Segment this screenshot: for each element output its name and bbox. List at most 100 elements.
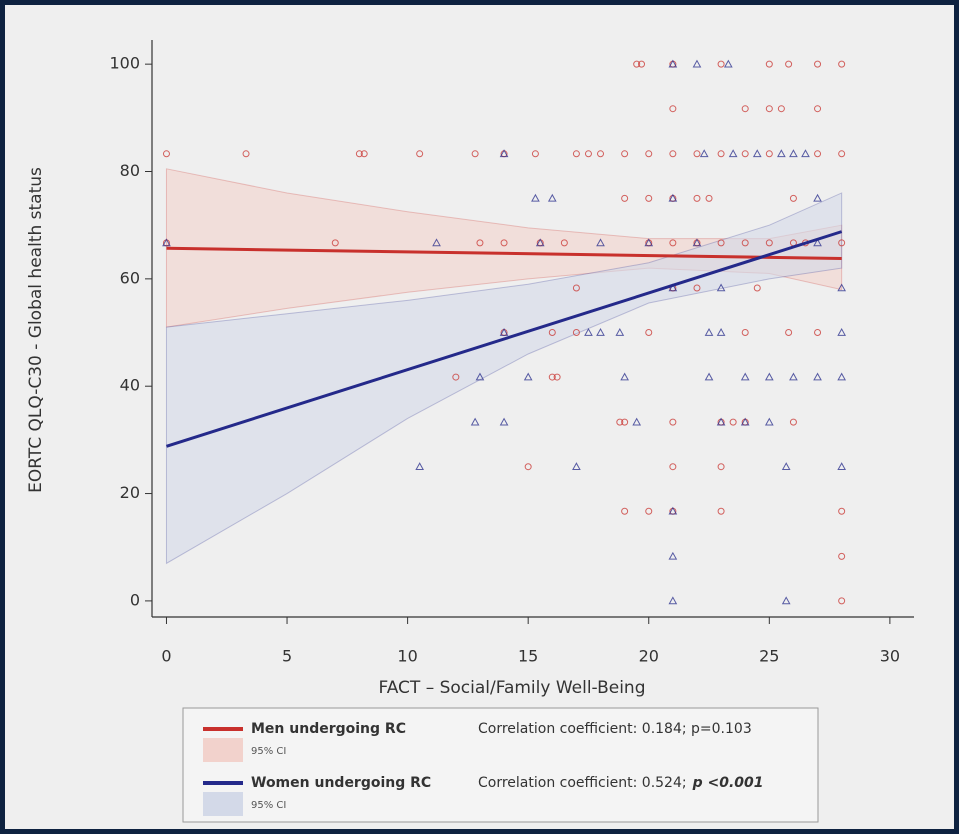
point: [668, 506, 678, 515]
point: [669, 150, 677, 158]
fit-line: [166, 230, 843, 448]
point: [814, 105, 822, 113]
point: [452, 373, 460, 381]
point: [620, 372, 629, 381]
point: [669, 418, 677, 426]
plot-area: [162, 59, 847, 605]
legend-band: [203, 792, 243, 816]
point: [716, 283, 726, 292]
x-tick-label: 25: [759, 647, 779, 666]
point: [717, 150, 725, 158]
point: [837, 372, 847, 381]
point: [471, 150, 479, 158]
point: [470, 417, 480, 426]
point: [717, 239, 725, 247]
point: [740, 417, 750, 426]
point: [621, 194, 629, 202]
point: [668, 596, 678, 605]
y-tick-label: 100: [109, 54, 140, 73]
point: [572, 329, 580, 337]
legend-ci-label: 95% CI: [251, 800, 286, 811]
point: [789, 194, 797, 202]
point: [716, 417, 726, 426]
point: [572, 150, 580, 158]
x-tick-label: 5: [282, 647, 292, 666]
point: [789, 418, 797, 426]
point: [548, 373, 556, 381]
point: [584, 150, 592, 158]
point: [765, 239, 773, 247]
point: [741, 105, 749, 113]
point: [837, 327, 847, 336]
point: [741, 329, 749, 337]
point: [777, 149, 786, 158]
point: [615, 327, 625, 336]
point: [781, 596, 791, 605]
point: [621, 150, 629, 158]
point: [716, 327, 726, 336]
fit-line: [166, 246, 842, 260]
y-tick-label: 20: [120, 483, 140, 502]
point: [723, 59, 733, 68]
point: [741, 150, 749, 158]
point: [499, 149, 509, 158]
point: [632, 417, 642, 426]
point: [693, 284, 701, 292]
legend-stat: Correlation coefficient: 0.184; p=0.103: [478, 721, 752, 737]
point: [668, 193, 678, 202]
point: [645, 507, 653, 515]
y-axis-title: EORTC QLQ-C30 - Global health status: [26, 167, 46, 493]
point: [838, 60, 846, 68]
x-tick-label: 0: [161, 647, 171, 666]
legend-box: [182, 707, 819, 823]
point: [633, 60, 641, 68]
point: [752, 149, 762, 158]
point: [789, 372, 798, 381]
point: [500, 239, 508, 247]
x-tick-label: 10: [397, 647, 417, 666]
point: [638, 60, 646, 68]
point: [704, 372, 714, 381]
point: [553, 373, 561, 381]
y-tick-label: 80: [120, 161, 140, 180]
ci-band: [165, 168, 843, 328]
point: [837, 283, 847, 292]
point: [331, 239, 339, 247]
legend-band: [203, 738, 243, 762]
point: [645, 329, 653, 337]
point: [692, 59, 702, 68]
point: [596, 327, 605, 336]
point: [535, 238, 545, 247]
x-tick-label: 20: [639, 647, 659, 666]
point: [668, 59, 678, 68]
point: [765, 105, 773, 113]
point: [813, 193, 822, 202]
point: [764, 372, 774, 381]
y-tick-label: 60: [120, 268, 140, 287]
point: [616, 418, 624, 426]
point: [693, 194, 701, 202]
point: [668, 283, 678, 292]
point: [777, 105, 785, 113]
point: [523, 372, 533, 381]
point: [499, 417, 509, 426]
point: [717, 60, 725, 68]
point: [415, 462, 425, 471]
point: [705, 194, 713, 202]
point: [838, 597, 846, 605]
point: [669, 463, 677, 471]
point: [499, 327, 509, 336]
point: [764, 417, 774, 426]
point: [524, 463, 532, 471]
point: [765, 60, 773, 68]
point: [645, 194, 653, 202]
point: [692, 238, 702, 247]
point: [741, 239, 749, 247]
point: [596, 238, 605, 247]
point: [729, 418, 737, 426]
point: [547, 193, 557, 202]
point: [717, 463, 725, 471]
point: [801, 149, 810, 158]
point: [416, 150, 424, 158]
point: [360, 150, 368, 158]
